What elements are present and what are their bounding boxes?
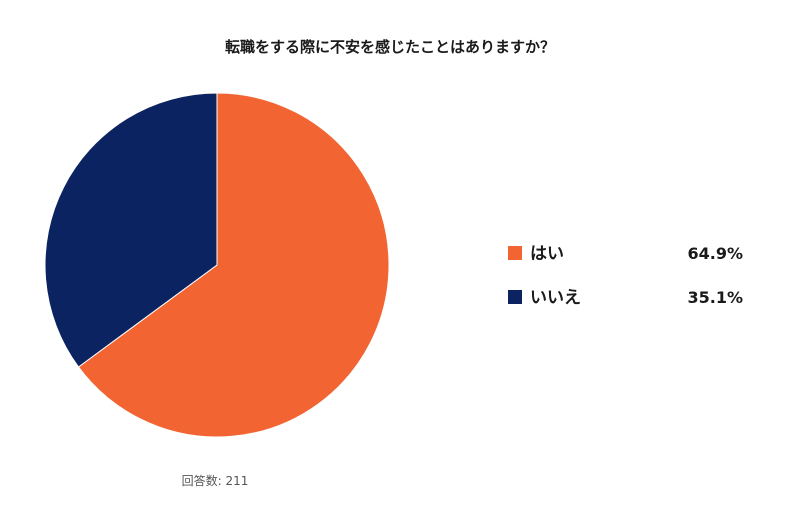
legend-item-no[interactable]: いいえ 35.1% bbox=[508, 285, 743, 311]
legend: はい 64.9% いいえ 35.1% bbox=[508, 241, 743, 329]
legend-value-yes: 64.9% bbox=[687, 244, 743, 263]
legend-label-yes: はい bbox=[530, 244, 564, 264]
pie-slice-yes[interactable] bbox=[77, 92, 390, 438]
response-count: 回答数: 211 bbox=[181, 474, 249, 488]
legend-value-no: 35.1% bbox=[687, 288, 743, 307]
legend-swatch-yes bbox=[508, 246, 522, 260]
legend-swatch-no bbox=[508, 290, 522, 304]
pie-slice-no[interactable] bbox=[44, 92, 218, 368]
legend-label-no: いいえ bbox=[530, 288, 581, 308]
legend-item-yes[interactable]: はい 64.9% bbox=[508, 241, 743, 267]
chart-title: 転職をする際に不安を感じたことはありますか？ bbox=[224, 38, 555, 56]
